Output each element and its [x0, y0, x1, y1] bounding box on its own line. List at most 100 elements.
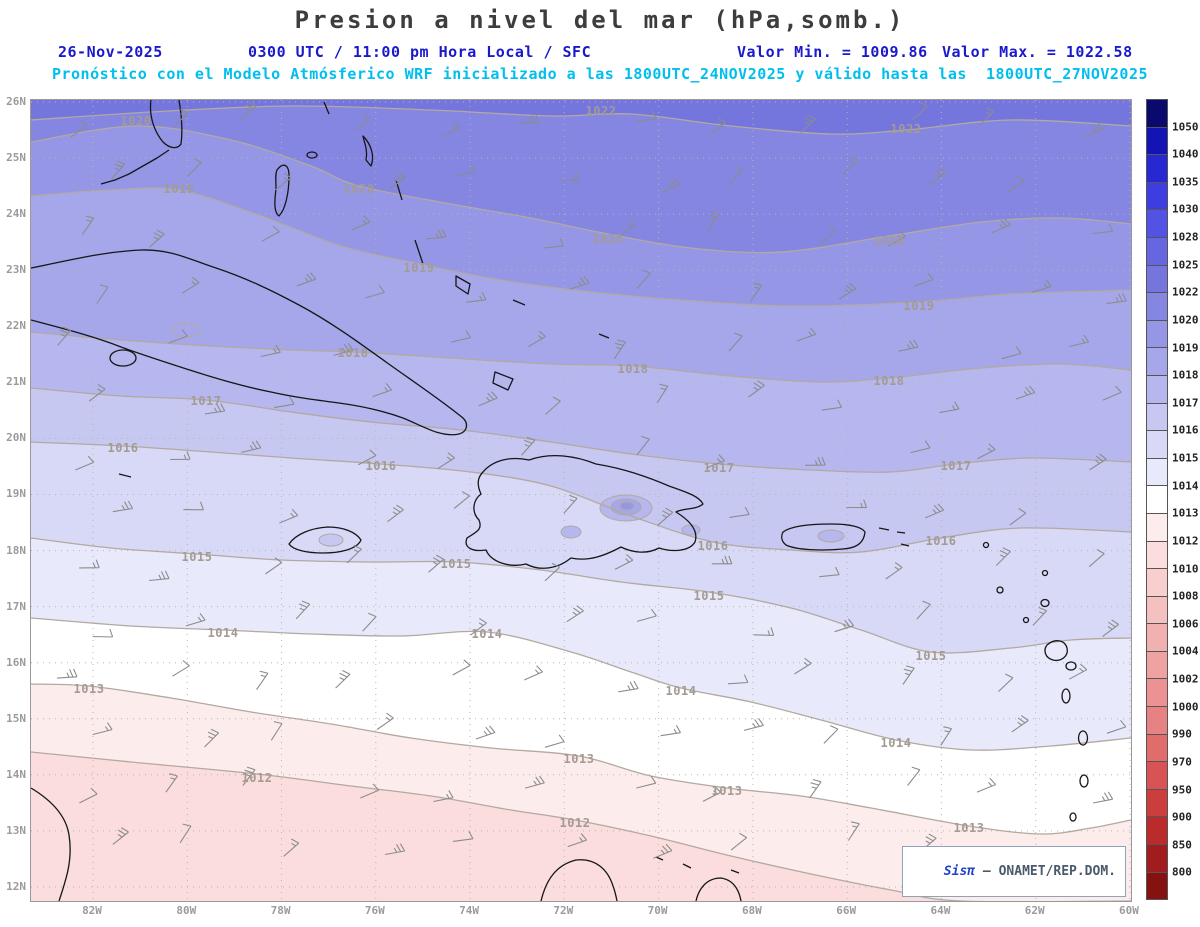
colorbar-cell	[1147, 624, 1167, 652]
isobar-lines	[31, 105, 1131, 901]
lat-label: 23N	[6, 263, 26, 277]
colorbar-cell	[1147, 734, 1167, 763]
colorbar-tick-label: 800	[1172, 865, 1192, 879]
coastline-andros	[274, 164, 290, 217]
colorbar-cell	[1147, 817, 1167, 846]
coastline-isla-juventud	[109, 349, 137, 367]
colorbar-cell	[1147, 513, 1167, 542]
coastline-mayaguana	[512, 299, 526, 306]
lat-label: 19N	[6, 487, 26, 501]
colorbar-tick-label: 1050	[1172, 120, 1199, 134]
coastline-long-island	[414, 239, 424, 265]
colorbar-tick-label: 1035	[1172, 175, 1199, 189]
forecast-date: 26-Nov-2025	[58, 43, 163, 61]
colorbar-cell	[1147, 265, 1167, 294]
model-run-info: Pronóstico con el Modelo Atmósferico WRF…	[51, 65, 1149, 83]
latitude-axis: 26N 25N 24N 23N 22N 21N 20N 19N 18N 17N 16N 15N 14N 1…	[2, 95, 28, 900]
colorbar-cell	[1147, 541, 1167, 570]
colorbar-cell	[1147, 182, 1167, 211]
colorbar-cell	[1147, 845, 1167, 873]
lat-label: 25N	[6, 151, 26, 165]
colorbar-cell	[1147, 596, 1167, 625]
colorbar-tick-label: 1000	[1172, 700, 1199, 714]
lat-label: 21N	[6, 375, 26, 389]
lon-label: 70W	[647, 904, 668, 917]
colorbar-tick-label: 1008	[1172, 589, 1199, 603]
colorbar-tick-label: 1006	[1172, 617, 1199, 631]
colorbar-tick-label: 1004	[1172, 644, 1199, 658]
lat-label: 16N	[6, 655, 26, 669]
longitude-axis: 82W 80W 78W 76W 74W 72W 70W 68W 66W 64W 62W 60W	[30, 904, 1139, 920]
sispi-logo: Sisπ	[943, 864, 976, 879]
colorbar-tick-label: 1028	[1172, 230, 1199, 244]
lon-label: 74W	[459, 904, 480, 917]
pressure-field-map	[31, 100, 1131, 901]
colorbar-tick-label: 1040	[1172, 147, 1199, 161]
credit-badge: Sisπ – ONAMET/REP.DOM.	[902, 846, 1126, 897]
coastlines	[31, 100, 1089, 901]
colorbar-cell	[1147, 293, 1167, 321]
colorbar-cell	[1147, 320, 1167, 349]
coastline-virgin-islands	[878, 527, 910, 547]
coastline-guajira-peninsula	[540, 859, 618, 901]
lon-label: 64W	[930, 904, 951, 917]
colorbar-cell	[1147, 375, 1167, 404]
lat-label: 26N	[6, 95, 26, 108]
colorbar-labels: 1050 1040 1035 1030 1028 1025 1022 1020 1019 1018…	[1172, 99, 1200, 900]
colorbar-tick-label: 1018	[1172, 368, 1199, 382]
lon-label: 68W	[741, 904, 762, 917]
forecast-info-row: 26-Nov-2025 0300 UTC / 11:00 pm Hora Loc…	[0, 43, 1200, 63]
coastline-hispaniola	[465, 455, 704, 569]
coastline-central-america	[31, 787, 71, 901]
colorbar-tick-label: 1017	[1172, 396, 1199, 410]
pressure-bands	[31, 100, 1131, 901]
coastline-turks	[598, 333, 610, 339]
colorbar-tick-label: 1030	[1172, 202, 1199, 216]
colorbar-tick-label: 1014	[1172, 479, 1199, 493]
lat-label: 15N	[6, 711, 26, 725]
valid-time: 0300 UTC / 11:00 pm Hora Local / SFC	[248, 43, 592, 61]
colorbar-tick-label: 950	[1172, 783, 1192, 797]
colorbar	[1146, 99, 1168, 900]
coastline-abaco	[323, 101, 330, 115]
page-title: Presion a nivel del mar (hPa,somb.)	[294, 6, 906, 34]
colorbar-cell	[1147, 872, 1167, 900]
lon-label: 66W	[836, 904, 857, 917]
colorbar-tick-label: 970	[1172, 755, 1192, 769]
lon-label: 60W	[1119, 904, 1139, 917]
coastline-cayman	[118, 473, 132, 478]
coastline-new-providence	[306, 151, 318, 159]
credit-text: – ONAMET/REP.DOM.	[975, 864, 1116, 879]
colorbar-tick-label: 900	[1172, 810, 1192, 824]
map-area: 1022 1022 1020 1020 1020 1020 1019 1019 1019 1018…	[30, 99, 1132, 902]
lon-label: 76W	[364, 904, 385, 917]
colorbar-cell	[1147, 762, 1167, 790]
lon-label: 82W	[82, 904, 102, 917]
colorbar-cell	[1147, 789, 1167, 818]
coastline-eleuthera	[362, 135, 374, 167]
colorbar-cell	[1147, 127, 1167, 156]
coastline-florida	[149, 100, 183, 149]
colorbar-tick-label: 1020	[1172, 313, 1199, 327]
coastline-florida-keys	[100, 149, 170, 185]
lat-label: 18N	[6, 543, 26, 557]
lat-label: 22N	[6, 319, 26, 333]
colorbar-tick-label: 1019	[1172, 341, 1199, 355]
coastline-inagua	[492, 371, 514, 391]
lon-label: 78W	[270, 904, 291, 917]
lat-label: 24N	[6, 207, 26, 221]
colorbar-cell	[1147, 486, 1167, 514]
lon-label: 72W	[553, 904, 574, 917]
colorbar-tick-label: 1012	[1172, 534, 1199, 548]
coastline-puerto-rico	[781, 523, 866, 551]
colorbar-tick-label: 1015	[1172, 451, 1199, 465]
lat-label: 17N	[6, 599, 26, 613]
wind-barbs	[56, 101, 1127, 859]
lat-label: 12N	[6, 879, 26, 893]
coastline-jamaica	[288, 526, 362, 554]
coastline-aruba-curacao-bonaire	[655, 856, 740, 874]
value-min: Valor Min. = 1009.86	[737, 43, 928, 61]
lat-label: 14N	[6, 767, 26, 781]
colorbar-cell	[1147, 569, 1167, 597]
colorbar-cell	[1147, 348, 1167, 376]
